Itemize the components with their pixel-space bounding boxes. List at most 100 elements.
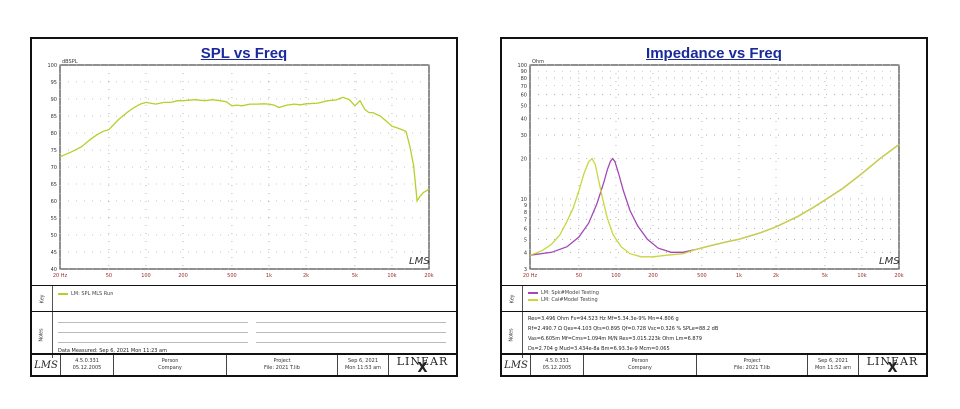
brand-logo: LINEAR X (396, 355, 449, 376)
x-tick-label: 10k (387, 273, 396, 279)
x-tick-label: 500 (227, 273, 237, 279)
brand-logo: LINEAR X (866, 355, 919, 376)
legend-entry: LM: Spk#Model Testing (528, 290, 599, 296)
x-tick-label: 5k (822, 273, 828, 279)
notes-text: Res=3.496 Ohm Fs=94.523 Hz Mf=5.34.3e-9%… (528, 316, 679, 322)
y-tick-label: 80 (521, 76, 527, 82)
series-line (59, 96, 430, 203)
legend-tab: Key (502, 286, 523, 312)
legend-swatch (528, 292, 538, 294)
y-tick-label: 5 (524, 237, 527, 243)
spl-chart: 100 95 90 85 80 75 70 65 60 55 50 45 40 dBSPL 20 Hz 50 1… (47, 59, 433, 279)
y-tick-label: 3 (524, 267, 527, 273)
y-tick-label: 40 (521, 116, 527, 122)
y-tick-label: 90 (51, 97, 57, 103)
y-tick-label: 4 (524, 250, 527, 256)
y-tick-label: 50 (51, 233, 57, 239)
chart-title: Impedance vs Freq (646, 45, 782, 62)
impedance-panel: Impedance vs Freq 100 90 80 70 60 50 40 30 20 10 9… (500, 37, 928, 377)
y-tick-label: 50 (521, 103, 527, 109)
x-tick-label: 500 (697, 273, 707, 279)
y-unit-label: dBSPL (62, 59, 78, 65)
plot-frame (529, 64, 900, 270)
project-cell: Project File: 2021 T.lib (227, 355, 338, 375)
y-tick-label: 8 (524, 210, 527, 216)
legend-label: LM: Spk#Model Testing (541, 290, 599, 296)
person-cell: Person Company (114, 355, 227, 375)
notes-box: Notes Res=3.496 Ohm Fs=94.523 Hz Mf=5.34… (502, 311, 926, 358)
y-tick-label: 70 (51, 165, 57, 171)
y-tick-label: 85 (51, 114, 57, 120)
x-tick-label: 100 (611, 273, 621, 279)
x-tick-label: 2k (303, 273, 309, 279)
y-unit-label: Ohm (532, 59, 544, 65)
project-cell: Project File: 2021 T.lib (697, 355, 808, 375)
date-cell: Sep 6, 2021 Mon 11:52 am (808, 355, 859, 375)
y-tick-label: 20 (521, 157, 527, 163)
legend-swatch (528, 299, 538, 301)
date-cell: Sep 6, 2021 Mon 11:53 am (338, 355, 389, 375)
notes-tab: Notes (32, 312, 53, 358)
x-tick-label: 5k (352, 273, 358, 279)
x-tick-label: 200 (178, 273, 188, 279)
x-tick-label: 50 (106, 273, 112, 279)
x-tick-label: 1k (266, 273, 272, 279)
version-cell: 4.5.0.331 05.12.2005 (531, 355, 584, 375)
legend-label: LM: SPL MLS Run (71, 291, 114, 297)
footer: LMS 4.5.0.331 05.12.2005 Person Company Pr… (32, 353, 456, 375)
y-tick-label: 7 (524, 218, 527, 224)
x-tick-label: 20 Hz (523, 273, 538, 279)
notes-text: Ds=2.704 g Mud=3.434e-8a Bm=6.93.3e-9 Mc… (528, 346, 670, 352)
x-tick-label: 100 (141, 273, 151, 279)
y-tick-label: 100 (47, 63, 57, 69)
x-tick-label: 1k (736, 273, 742, 279)
notes-tab: Notes (502, 312, 523, 358)
y-tick-label: 80 (51, 131, 57, 137)
x-tick-label: 10k (857, 273, 866, 279)
version-cell: 4.5.0.331 05.12.2005 (61, 355, 114, 375)
footer: LMS 4.5.0.331 05.12.2005 Person Company Pr… (502, 353, 926, 375)
y-tick-label: 95 (51, 80, 57, 86)
x-tick-label: 20k (424, 273, 433, 279)
y-tick-label: 55 (51, 216, 57, 222)
x-tick-label: 50 (576, 273, 582, 279)
notes-text: Rf=2.490.7 Ω Qes=4.103 Qts=0.895 Qf=0.72… (528, 326, 719, 332)
x-tick-label: 200 (648, 273, 658, 279)
lms-logo: LMS (502, 355, 531, 375)
legend-box: Key LM: SPL MLS Run (32, 285, 456, 312)
x-tick-label: 2k (773, 273, 779, 279)
legend-entry: LM: SPL MLS Run (58, 291, 113, 297)
chart-title: SPL vs Freq (200, 45, 288, 62)
notes-box: Notes Data Measured: Sep 6, 2021 Mon 11:… (32, 311, 456, 358)
y-tick-label: 9 (524, 203, 527, 209)
y-tick-label: 6 (524, 227, 527, 233)
legend-entry: LM: Cal#Model Testing (528, 297, 598, 303)
person-cell: Person Company (584, 355, 697, 375)
series-line (529, 143, 900, 258)
y-tick-label: 75 (51, 148, 57, 154)
notes-text: Data Measured: Sep 6, 2021 Mon 11:23 am (58, 348, 167, 354)
y-tick-label: 60 (51, 199, 57, 205)
x-tick-label: 20k (894, 273, 903, 279)
legend-swatch (58, 293, 68, 295)
notes-text: Vas=6.605m Mf=Cms=1.094m M/N Res=3.015.2… (528, 336, 702, 342)
y-tick-label: 100 (517, 63, 527, 69)
spl-panel: SPL vs Freq 100 95 90 85 80 75 70 65 60 55 50 45 40 d… (30, 37, 458, 377)
y-tick-label: 60 (521, 93, 527, 99)
legend-box: Key LM: Spk#Model Testing LM: Cal#Model … (502, 285, 926, 312)
y-tick-label: 70 (521, 84, 527, 90)
lms-watermark: LMS (879, 256, 900, 267)
lms-logo: LMS (32, 355, 61, 375)
y-tick-label: 40 (51, 267, 57, 273)
legend-tab: Key (32, 286, 53, 312)
lms-watermark: LMS (409, 256, 430, 267)
y-tick-label: 65 (51, 182, 57, 188)
x-tick-label: 20 Hz (53, 273, 68, 279)
legend-label: LM: Cal#Model Testing (541, 297, 598, 303)
y-tick-label: 90 (521, 69, 527, 75)
y-tick-label: 45 (51, 250, 57, 256)
series-line (529, 143, 900, 256)
y-tick-label: 30 (521, 133, 527, 139)
y-tick-label: 10 (521, 197, 527, 203)
